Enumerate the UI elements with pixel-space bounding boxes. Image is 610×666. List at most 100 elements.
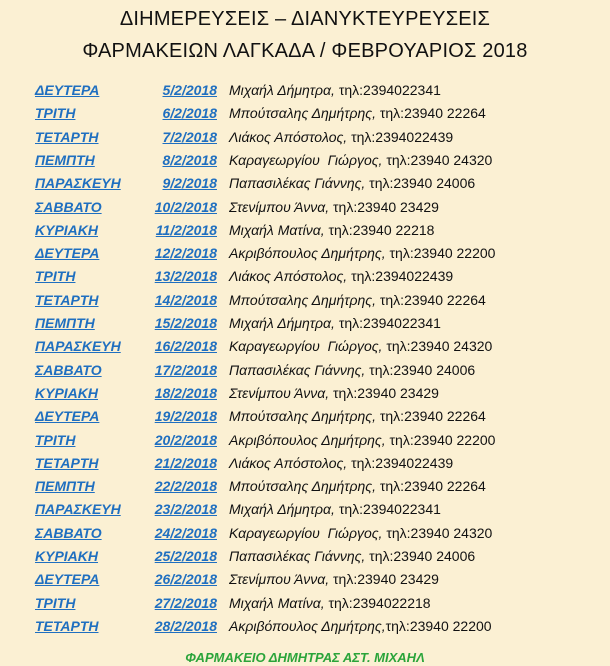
date-link[interactable]: 25/2/2018 xyxy=(154,548,217,564)
date-link[interactable]: 17/2/2018 xyxy=(154,361,217,378)
pharmacy-info: Μιχαήλ Ματίνα, τηλ:23940 22218 xyxy=(229,219,434,241)
pharmacist-name: Μπούτσαλης Δημήτρης, xyxy=(229,408,376,425)
phone-number: τηλ:2394022439 xyxy=(347,454,454,471)
phone-number: τηλ:23940 24006 xyxy=(365,175,476,192)
date-link[interactable]: 7/2/2018 xyxy=(162,128,218,145)
date-link[interactable]: 26/2/2018 xyxy=(154,571,217,588)
phone-number: τηλ:23940 22264 xyxy=(375,291,486,308)
phone-number: τηλ:23940 24320 xyxy=(382,338,493,355)
pharmacy-info: Ακριβόπουλος Δημήτρης,τηλ:23940 22200 xyxy=(229,615,492,637)
date-link[interactable]: 5/2/2018 xyxy=(162,82,218,98)
date-link[interactable]: 9/2/2018 xyxy=(162,175,218,192)
date-link[interactable]: 14/2/2018 xyxy=(154,291,217,308)
schedule-row: ΠΑΡΑΣΚΕΥΗ 23/2/2018 Μιχαήλ Δήμητρα, τηλ:23… xyxy=(0,498,610,520)
date-link[interactable]: 24/2/2018 xyxy=(154,524,217,541)
day-link[interactable]: ΤΕΤΑΡΤΗ xyxy=(35,128,99,145)
day-link[interactable]: ΠΑΡΑΣΚΕΥΗ xyxy=(35,338,121,355)
date-link[interactable]: 13/2/2018 xyxy=(154,268,217,285)
day-link[interactable]: ΚΥΡΙΑΚΗ xyxy=(35,384,99,401)
date-link[interactable]: 23/2/2018 xyxy=(154,501,217,518)
date-link[interactable]: 8/2/2018 xyxy=(162,151,218,168)
date-link[interactable]: 18/2/2018 xyxy=(154,384,217,401)
day-link[interactable]: ΔΕΥΤΕΡΑ xyxy=(35,245,100,262)
pharmacy-info: Στενίμπου Άννα, τηλ:23940 23429 xyxy=(229,196,439,218)
schedule-row: ΠΑΡΑΣΚΕΥΗ 9/2/2018 Παπασιλέκας Γιάννης, τη… xyxy=(0,172,610,194)
phone-number: τηλ:2394022439 xyxy=(347,128,454,145)
date-link[interactable]: 19/2/2018 xyxy=(154,408,217,425)
phone-number: τηλ:23940 22264 xyxy=(375,408,486,425)
pharmacy-info: Παπασιλέκας Γιάννης, τηλ:23940 24006 xyxy=(229,172,475,194)
date-link[interactable]: 12/2/2018 xyxy=(154,245,217,262)
pharmacist-name: Ακριβόπουλος Δημήτρης, xyxy=(229,617,386,634)
day-link[interactable]: ΣΑΒΒΑΤΟ xyxy=(35,361,102,378)
date-link[interactable]: 11/2/2018 xyxy=(155,221,217,238)
date-link[interactable]: 20/2/2018 xyxy=(154,431,217,448)
day-link[interactable]: ΤΡΙΤΗ xyxy=(35,268,76,285)
day-link[interactable]: ΠΕΜΠΤΗ xyxy=(35,478,95,495)
day-link[interactable]: ΤΕΤΑΡΤΗ xyxy=(35,617,99,634)
phone-number: τηλ:23940 22200 xyxy=(385,245,496,262)
date-link[interactable]: 10/2/2018 xyxy=(154,198,217,215)
date-link[interactable]: 27/2/2018 xyxy=(154,594,217,611)
pharmacy-info: Μπούτσαλης Δημήτρης, τηλ:23940 22264 xyxy=(229,405,486,427)
pharmacist-name: Λιάκος Απόστολος, xyxy=(229,454,348,471)
pharmacist-name: Μπούτσαλης Δημήτρης, xyxy=(229,478,376,495)
schedule-row: ΠΕΜΠΤΗ 8/2/2018 Καραγεωργίου Γιώργος, τηλ:… xyxy=(0,149,610,171)
pharmacist-name: Καραγεωργίου Γιώργος, xyxy=(229,524,383,541)
phone-number: τηλ:2394022218 xyxy=(324,594,431,611)
pharmacist-name: Μιχαήλ Ματίνα, xyxy=(229,594,325,611)
pharmacist-name: Λιάκος Απόστολος, xyxy=(229,268,348,285)
day-link[interactable]: ΤΡΙΤΗ xyxy=(35,105,76,122)
schedule-row: ΤΕΤΑΡΤΗ 7/2/2018 Λιάκος Απόστολος, τηλ:239… xyxy=(0,126,610,148)
phone-number: τηλ:23940 22264 xyxy=(375,478,486,495)
schedule-row: ΤΡΙΤΗ 13/2/2018 Λιάκος Απόστολος, τηλ:2394… xyxy=(0,265,610,287)
date-link[interactable]: 15/2/2018 xyxy=(154,315,217,331)
day-link[interactable]: ΤΡΙΤΗ xyxy=(35,594,76,611)
day-link[interactable]: ΠΑΡΑΣΚΕΥΗ xyxy=(35,175,121,192)
schedule-row: ΤΕΤΑΡΤΗ 14/2/2018 Μπούτσαλης Δημήτρης, τηλ… xyxy=(0,289,610,311)
date-link[interactable]: 21/2/2018 xyxy=(154,454,217,471)
day-link[interactable]: ΔΕΥΤΕΡΑ xyxy=(35,571,100,588)
day-link[interactable]: ΚΥΡΙΑΚΗ xyxy=(35,221,99,238)
phone-number: τηλ:2394022341 xyxy=(334,82,441,98)
phone-number: τηλ:23940 24006 xyxy=(365,548,476,564)
schedule-row: ΚΥΡΙΑΚΗ 25/2/2018 Παπασιλέκας Γιάννης, τηλ… xyxy=(0,545,610,567)
day-link[interactable]: ΣΑΒΒΑΤΟ xyxy=(35,524,102,541)
phone-number: τηλ:23940 23429 xyxy=(329,571,439,588)
phone-number: τηλ:2394022341 xyxy=(334,501,441,518)
date-link[interactable]: 22/2/2018 xyxy=(154,478,217,495)
day-link[interactable]: ΚΥΡΙΑΚΗ xyxy=(35,548,99,564)
date-link[interactable]: 28/2/2018 xyxy=(154,617,217,634)
pharmacy-info: Ακριβόπουλος Δημήτρης, τηλ:23940 22200 xyxy=(229,242,495,264)
day-link[interactable]: ΠΕΜΠΤΗ xyxy=(35,151,95,168)
phone-number: τηλ:2394022439 xyxy=(347,268,454,285)
footer-pharmacy-name: ΦΑΡΜΑΚΕΙΟ ΔΗΜΗΤΡΑΣ ΑΣΤ. ΜΙΧΑΗΛ xyxy=(185,650,425,665)
day-link[interactable]: ΔΕΥΤΕΡΑ xyxy=(35,82,100,98)
day-link[interactable]: ΠΕΜΠΤΗ xyxy=(35,315,95,331)
pharmacy-info: Στενίμπου Άννα, τηλ:23940 23429 xyxy=(229,568,439,590)
schedule-row: ΔΕΥΤΕΡΑ 19/2/2018 Μπούτσαλης Δημήτρης, τηλ… xyxy=(0,405,610,427)
day-link[interactable]: ΠΑΡΑΣΚΕΥΗ xyxy=(35,501,121,518)
schedule-row: ΚΥΡΙΑΚΗ 11/2/2018 Μιχαήλ Ματίνα, τηλ:23940… xyxy=(0,219,610,241)
phone-number: τηλ:23940 22200 xyxy=(385,617,492,634)
pharmacy-info: Μιχαήλ Δήμητρα, τηλ:2394022341 xyxy=(229,312,441,334)
pharmacy-info: Λιάκος Απόστολος, τηλ:2394022439 xyxy=(229,452,453,474)
schedule-row: ΔΕΥΤΕΡΑ 5/2/2018 Μιχαήλ Δήμητρα, τηλ:23940… xyxy=(0,79,610,101)
day-link[interactable]: ΤΡΙΤΗ xyxy=(35,431,76,448)
schedule-row: ΔΕΥΤΕΡΑ 26/2/2018 Στενίμπου Άννα, τηλ:2394… xyxy=(0,568,610,590)
date-link[interactable]: 16/2/2018 xyxy=(154,338,217,355)
schedule-row: ΣΑΒΒΑΤΟ 10/2/2018 Στενίμπου Άννα, τηλ:2394… xyxy=(0,196,610,218)
pharmacist-name: Ακριβόπουλος Δημήτρης, xyxy=(229,245,386,262)
pharmacist-name: Μιχαήλ Δήμητρα, xyxy=(229,501,335,518)
phone-number: τηλ:2394022341 xyxy=(334,315,441,331)
day-link[interactable]: ΤΕΤΑΡΤΗ xyxy=(35,291,99,308)
day-link[interactable]: ΔΕΥΤΕΡΑ xyxy=(35,408,100,425)
pharmacy-info: Ακριβόπουλος Δημήτρης, τηλ:23940 22200 xyxy=(229,429,495,451)
day-link[interactable]: ΣΑΒΒΑΤΟ xyxy=(35,198,102,215)
day-link[interactable]: ΤΕΤΑΡΤΗ xyxy=(35,454,99,471)
schedule-row: ΚΥΡΙΑΚΗ 18/2/2018 Στενίμπου Άννα, τηλ:2394… xyxy=(0,382,610,404)
phone-number: τηλ:23940 23429 xyxy=(329,198,439,215)
pharmacy-info: Καραγεωργίου Γιώργος, τηλ:23940 24320 xyxy=(229,522,492,544)
date-link[interactable]: 6/2/2018 xyxy=(162,105,218,122)
pharmacist-name: Μπούτσαλης Δημήτρης, xyxy=(229,291,376,308)
